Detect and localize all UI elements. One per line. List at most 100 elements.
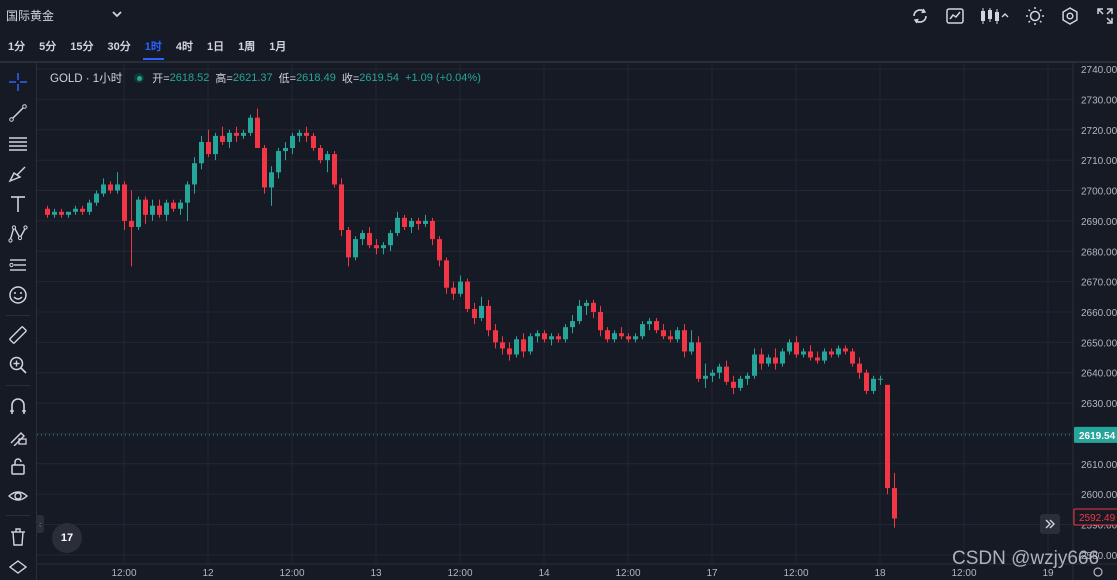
interval-5m[interactable]: 5分 — [39, 41, 57, 53]
candle-body — [136, 199, 141, 227]
candle — [122, 181, 127, 230]
candle-body — [360, 233, 365, 240]
candle-body — [759, 354, 764, 364]
candle-body — [122, 184, 127, 221]
refresh-icon[interactable] — [908, 4, 932, 28]
price-tick-label: 2610.00 — [1081, 460, 1117, 471]
legend-symbol[interactable]: GOLD · 1小时 — [50, 73, 123, 85]
interval-30m[interactable]: 30分 — [107, 41, 131, 53]
candle-body — [325, 154, 330, 161]
eye-icon[interactable] — [6, 484, 30, 508]
candles-type-icon[interactable] — [978, 4, 1012, 28]
interval-1m[interactable]: 1分 — [8, 41, 26, 53]
crosshair-icon[interactable] — [6, 70, 30, 94]
candle — [255, 108, 260, 149]
candle-body — [612, 333, 617, 340]
last-close-badge — [1073, 508, 1117, 526]
time-tick-label: 13 — [370, 568, 382, 579]
interval-1w[interactable]: 1周 — [238, 41, 256, 53]
candle — [500, 336, 505, 355]
candle-body — [318, 148, 323, 161]
interval-4h[interactable]: 4时 — [175, 41, 193, 53]
layers-icon[interactable] — [6, 556, 30, 580]
candle-body — [157, 205, 162, 215]
settings-icon[interactable] — [1058, 4, 1082, 28]
candle-body — [794, 342, 799, 355]
text-icon[interactable] — [6, 192, 30, 216]
candle-body — [640, 324, 645, 337]
candle — [73, 205, 78, 215]
chart-area[interactable]: 2580.002590.002600.002610.002620.002630.… — [37, 63, 1117, 580]
candle-body — [822, 351, 827, 361]
candle-body — [213, 135, 218, 155]
candle — [437, 236, 442, 267]
candle-body — [171, 202, 176, 209]
tradingview-logo[interactable]: 17 — [52, 523, 82, 553]
measure-icon[interactable] — [6, 253, 30, 277]
candle — [633, 333, 638, 343]
candle — [682, 324, 687, 358]
candle-body — [304, 132, 309, 136]
chart-compare-icon[interactable] — [943, 4, 967, 28]
interval-1d[interactable]: 1日 — [207, 41, 225, 53]
price-tick-label: 2650.00 — [1081, 338, 1117, 349]
candle — [486, 299, 491, 337]
candle — [542, 330, 547, 343]
interval-tabs: 1分 5分 15分 30分 1时 4时 1日 1周 1月 — [0, 32, 298, 60]
candle — [514, 336, 519, 358]
candle-body — [591, 302, 596, 312]
lock-icon[interactable] — [6, 454, 30, 478]
candle-body — [437, 239, 442, 261]
fib-lines-icon[interactable] — [6, 132, 30, 156]
lock-drawing-icon[interactable] — [6, 424, 30, 448]
candle — [584, 299, 589, 316]
candle — [52, 208, 57, 218]
time-tick-label: 12:00 — [615, 568, 640, 579]
candle — [738, 375, 743, 391]
trend-line-icon[interactable] — [6, 101, 30, 125]
candle-body — [808, 351, 813, 358]
price-tick-label: 2680.00 — [1081, 247, 1117, 258]
candle — [192, 157, 197, 194]
candle-body — [836, 348, 841, 355]
candle-body — [451, 287, 456, 294]
candle-body — [717, 366, 722, 373]
theme-icon[interactable] — [1023, 4, 1047, 28]
price-tick-label: 2640.00 — [1081, 369, 1117, 380]
candle-body — [486, 305, 491, 331]
time-tick-label: 19 — [1042, 568, 1054, 579]
fullscreen-icon[interactable] — [1093, 4, 1117, 28]
candle — [787, 339, 792, 355]
candle-body — [745, 375, 750, 379]
scroll-to-realtime-button[interactable] — [1040, 514, 1060, 534]
candle-body — [164, 202, 169, 215]
price-chart[interactable]: 2580.002590.002600.002610.002620.002630.… — [37, 63, 1117, 580]
chevron-down-icon[interactable] — [110, 7, 124, 21]
candle-body — [500, 342, 505, 349]
candle-body — [220, 135, 225, 142]
candle-body — [339, 184, 344, 230]
candle — [731, 375, 736, 394]
candle — [297, 129, 302, 142]
interval-1h[interactable]: 1时 — [142, 36, 165, 60]
pattern-icon[interactable] — [6, 222, 30, 246]
interval-1mo[interactable]: 1月 — [269, 41, 287, 53]
magnet-icon[interactable] — [6, 394, 30, 418]
price-tick-label: 2630.00 — [1081, 399, 1117, 410]
ruler-icon[interactable] — [6, 323, 30, 347]
candle — [626, 333, 631, 343]
time-tick-label: 14 — [538, 568, 550, 579]
emoji-icon[interactable] — [6, 283, 30, 307]
toolbar-collapse-tab[interactable]: ‹ — [36, 515, 44, 533]
candle — [283, 141, 288, 161]
close-value: 2619.54 — [359, 72, 400, 84]
candle-body — [199, 141, 204, 164]
interval-15m[interactable]: 15分 — [70, 41, 94, 53]
brush-icon[interactable] — [6, 162, 30, 186]
drawing-toolbar — [0, 63, 37, 580]
zoom-in-icon[interactable] — [6, 353, 30, 377]
close-label: 收= — [341, 73, 360, 85]
symbol-name[interactable]: 国际黄金 — [6, 9, 55, 23]
candle — [143, 196, 148, 224]
trash-icon[interactable] — [6, 525, 30, 549]
